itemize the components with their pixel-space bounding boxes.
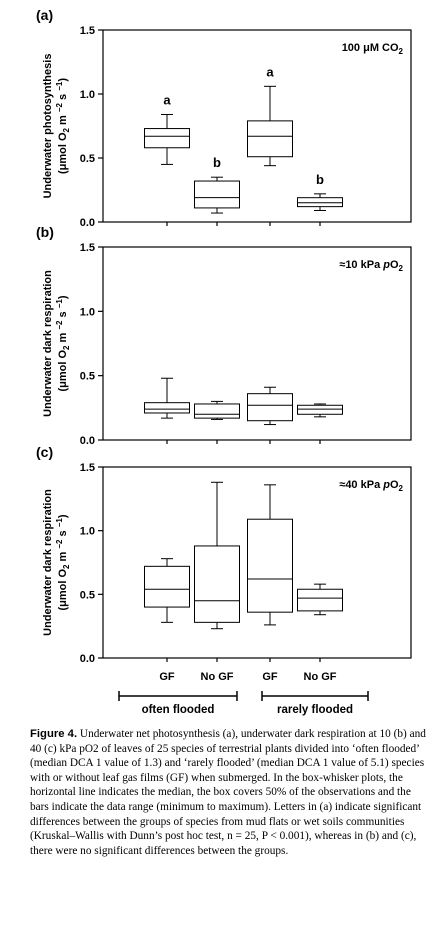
panel-b: 0.0 0.5 1.0 1.5 (b) ≈10 kPa pO2​ Underwater da… — [36, 224, 412, 447]
significance-letter: a — [163, 92, 171, 107]
panel-annotation: 100 μM CO2​ — [342, 42, 404, 56]
box-2: b — [194, 155, 240, 214]
panel-label: (b) — [36, 224, 54, 240]
box-2 — [194, 400, 240, 420]
iqr-box — [297, 197, 343, 208]
plot-frame — [102, 466, 412, 659]
box-1 — [144, 558, 190, 623]
y-tick-label: 0.0 — [80, 217, 95, 229]
x-category-label: No GF — [304, 671, 337, 683]
significance-letter: b — [213, 155, 221, 170]
box-4 — [297, 403, 343, 418]
box-4 — [297, 583, 343, 616]
y-tick-label: 0.0 — [80, 435, 95, 447]
y-axis-label: Underwater dark respiration — [42, 489, 54, 636]
y-tick-label: 0.5 — [80, 153, 95, 165]
x-category-label: GF — [159, 671, 175, 683]
panel-label: (a) — [36, 7, 53, 23]
plot-frame — [102, 29, 412, 223]
box-1: a — [144, 92, 190, 165]
y-tick-label: 1.5 — [80, 462, 95, 474]
iqr-box — [144, 402, 190, 414]
caption-label: Figure 4. — [30, 728, 78, 740]
box-3: a — [247, 64, 293, 167]
y-axis-label: Underwater dark respiration — [42, 270, 54, 417]
panel-c: 0.0 0.5 1.0 1.5 (c) ≈40 kPa pO2​ Underwater da… — [36, 444, 412, 716]
y-axis-unit: (μmol O2​ m −2​ s −1​) — [55, 78, 71, 174]
iqr-box — [247, 393, 293, 422]
y-tick-label: 1.5 — [80, 242, 95, 254]
figure-4: 0.0 0.5 1.0 1.5 (a) 100 μM CO2​ Underwater pho… — [36, 7, 412, 716]
x-category-label: GF — [262, 671, 278, 683]
y-tick-label: 0.5 — [80, 589, 95, 601]
iqr-box — [194, 403, 240, 419]
iqr-box — [144, 565, 190, 608]
panel-label: (c) — [36, 444, 53, 460]
box-3 — [247, 484, 293, 626]
panel-annotation: ≈40 kPa pO2​ — [339, 479, 403, 493]
y-tick-label: 1.0 — [80, 526, 95, 538]
plot-frame — [102, 246, 412, 441]
box-1 — [144, 377, 190, 419]
group-label: rarely flooded — [277, 704, 353, 716]
significance-letter: a — [266, 64, 274, 79]
x-category-label: No GF — [201, 671, 234, 683]
iqr-box — [297, 404, 343, 415]
y-tick-label: 0.5 — [80, 371, 95, 383]
iqr-box — [247, 518, 293, 613]
panel-annotation: ≈10 kPa pO2​ — [339, 259, 403, 273]
box-4: b — [297, 172, 343, 211]
figure-caption: Figure 4. Underwater net photosynthesis … — [30, 727, 428, 858]
caption-text: Underwater net photosynthesis (a), under… — [30, 728, 426, 857]
y-axis-unit: (μmol O2​ m −2​ s −1​) — [55, 295, 71, 391]
y-tick-label: 1.0 — [80, 306, 95, 318]
box-3 — [247, 386, 293, 426]
y-tick-label: 1.5 — [80, 25, 95, 37]
y-axis-label: Underwater photosynthesis — [42, 54, 54, 199]
y-tick-label: 1.0 — [80, 89, 95, 101]
group-label: often flooded — [142, 704, 215, 716]
y-tick-label: 0.0 — [80, 653, 95, 665]
iqr-box — [247, 120, 293, 158]
iqr-box — [297, 588, 343, 612]
box-2 — [194, 481, 240, 630]
y-axis-unit: (μmol O2​ m −2​ s −1​) — [55, 514, 71, 610]
iqr-box — [194, 545, 240, 623]
iqr-box — [144, 128, 190, 149]
significance-letter: b — [316, 172, 324, 187]
panel-a: 0.0 0.5 1.0 1.5 (a) 100 μM CO2​ Underwater pho… — [36, 7, 412, 229]
iqr-box — [194, 180, 240, 209]
